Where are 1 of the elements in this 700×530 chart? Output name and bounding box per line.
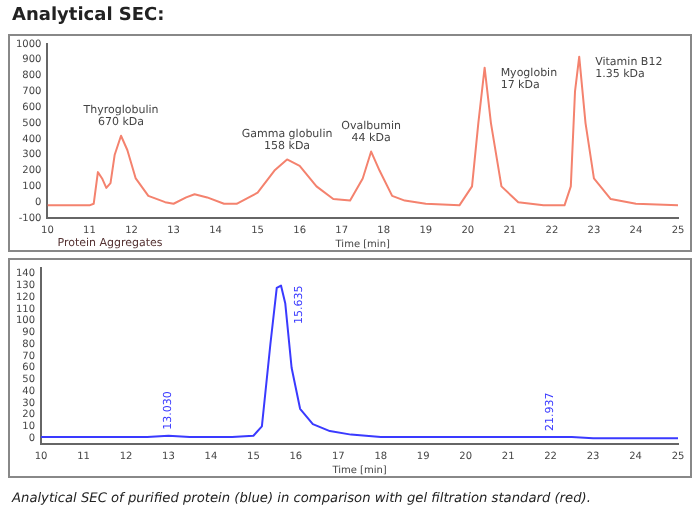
chart-title: Analytical SEC: — [10, 4, 167, 30]
